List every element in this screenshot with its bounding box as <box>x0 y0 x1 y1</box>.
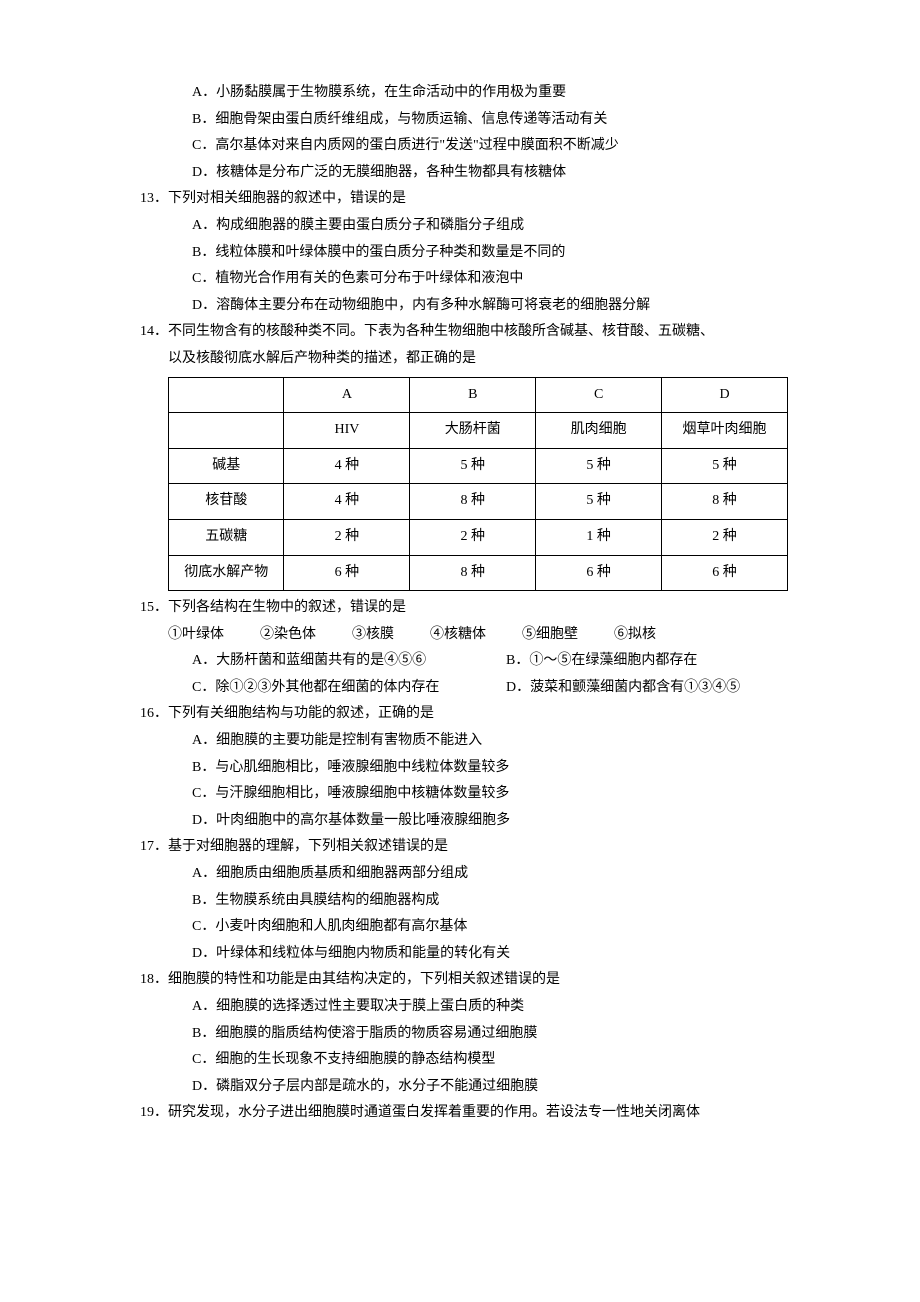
pre-option-c: C．高尔基体对来自内质网的蛋白质进行"发送"过程中膜面积不断减少 <box>140 133 820 160</box>
q15-option-a: A．大肠杆菌和蓝细菌共有的是④⑤⑥ <box>192 648 506 675</box>
table-cell: HIV <box>284 413 410 449</box>
circled-item: ②染色体 <box>260 622 316 649</box>
q18-option-b: B．细胞膜的脂质结构使溶于脂质的物质容易通过细胞膜 <box>140 1021 820 1048</box>
q18-option-c: C．细胞的生长现象不支持细胞膜的静态结构模型 <box>140 1047 820 1074</box>
q17-option-b: B．生物膜系统由具膜结构的细胞器构成 <box>140 888 820 915</box>
circled-item: ④核糖体 <box>430 622 486 649</box>
table-row: 五碳糖 2 种 2 种 1 种 2 种 <box>169 519 788 555</box>
pre-option-d: D．核糖体是分布广泛的无膜细胞器，各种生物都具有核糖体 <box>140 160 820 187</box>
table-cell: 肌肉细胞 <box>536 413 662 449</box>
q17-option-c: C．小麦叶肉细胞和人肌肉细胞都有高尔基体 <box>140 914 820 941</box>
table-row: 彻底水解产物 6 种 8 种 6 种 6 种 <box>169 555 788 591</box>
table-row: 碱基 4 种 5 种 5 种 5 种 <box>169 448 788 484</box>
q15-option-b: B．①～⑤在绿藻细胞内都存在 <box>506 648 820 675</box>
q18-stem: 18．细胞膜的特性和功能是由其结构决定的，下列相关叙述错误的是 <box>140 967 820 994</box>
q13-stem: 13．下列对相关细胞器的叙述中，错误的是 <box>140 186 820 213</box>
q19-stem: 19．研究发现，水分子进出细胞膜时通道蛋白发挥着重要的作用。若设法专一性地关闭离… <box>140 1100 820 1127</box>
q14-stem-line1: 14．不同生物含有的核酸种类不同。下表为各种生物细胞中核酸所含碱基、核苷酸、五碳… <box>140 319 820 346</box>
table-row: 核苷酸 4 种 8 种 5 种 8 种 <box>169 484 788 520</box>
circled-item: ③核膜 <box>352 622 394 649</box>
q13-option-c: C．植物光合作用有关的色素可分布于叶绿体和液泡中 <box>140 266 820 293</box>
table-cell: B <box>410 377 536 413</box>
table-cell: 1 种 <box>536 519 662 555</box>
pre-option-a: A．小肠黏膜属于生物膜系统，在生命活动中的作用极为重要 <box>140 80 820 107</box>
table-cell: 6 种 <box>284 555 410 591</box>
table-cell: A <box>284 377 410 413</box>
table-cell: 8 种 <box>410 555 536 591</box>
q14-table: A B C D HIV 大肠杆菌 肌肉细胞 烟草叶肉细胞 碱基 4 种 5 种 … <box>168 377 788 592</box>
table-cell: 6 种 <box>536 555 662 591</box>
table-cell: 4 种 <box>284 448 410 484</box>
table-cell: 核苷酸 <box>169 484 284 520</box>
circled-item: ⑥拟核 <box>614 622 656 649</box>
q13-option-d: D．溶酶体主要分布在动物细胞中，内有多种水解酶可将衰老的细胞器分解 <box>140 293 820 320</box>
pre-option-b: B．细胞骨架由蛋白质纤维组成，与物质运输、信息传递等活动有关 <box>140 107 820 134</box>
circled-item: ⑤细胞壁 <box>522 622 578 649</box>
table-cell: 碱基 <box>169 448 284 484</box>
table-cell <box>169 377 284 413</box>
table-cell: C <box>536 377 662 413</box>
q15-stem: 15．下列各结构在生物中的叙述，错误的是 <box>140 595 820 622</box>
q16-option-a: A．细胞膜的主要功能是控制有害物质不能进入 <box>140 728 820 755</box>
table-cell: 6 种 <box>662 555 788 591</box>
table-cell: 五碳糖 <box>169 519 284 555</box>
table-cell: 8 种 <box>662 484 788 520</box>
q15-circled-items: ①叶绿体 ②染色体 ③核膜 ④核糖体 ⑤细胞壁 ⑥拟核 <box>140 622 820 649</box>
circled-item: ①叶绿体 <box>168 622 224 649</box>
table-cell: 5 种 <box>536 484 662 520</box>
table-row: A B C D <box>169 377 788 413</box>
table-cell: D <box>662 377 788 413</box>
table-cell: 5 种 <box>662 448 788 484</box>
q17-option-d: D．叶绿体和线粒体与细胞内物质和能量的转化有关 <box>140 941 820 968</box>
q15-option-c: C．除①②③外其他都在细菌的体内存在 <box>192 675 506 702</box>
table-cell: 烟草叶肉细胞 <box>662 413 788 449</box>
table-row: HIV 大肠杆菌 肌肉细胞 烟草叶肉细胞 <box>169 413 788 449</box>
q16-stem: 16．下列有关细胞结构与功能的叙述，正确的是 <box>140 701 820 728</box>
q13-option-b: B．线粒体膜和叶绿体膜中的蛋白质分子种类和数量是不同的 <box>140 240 820 267</box>
table-cell: 4 种 <box>284 484 410 520</box>
q13-option-a: A．构成细胞器的膜主要由蛋白质分子和磷脂分子组成 <box>140 213 820 240</box>
table-cell: 2 种 <box>284 519 410 555</box>
q14-stem-line2: 以及核酸彻底水解后产物种类的描述，都正确的是 <box>140 346 820 373</box>
table-cell: 2 种 <box>662 519 788 555</box>
table-cell: 2 种 <box>410 519 536 555</box>
table-cell: 大肠杆菌 <box>410 413 536 449</box>
q18-option-a: A．细胞膜的选择透过性主要取决于膜上蛋白质的种类 <box>140 994 820 1021</box>
q17-stem: 17．基于对细胞器的理解，下列相关叙述错误的是 <box>140 834 820 861</box>
q15-option-d: D．菠菜和颤藻细菌内都含有①③④⑤ <box>506 675 820 702</box>
q17-option-a: A．细胞质由细胞质基质和细胞器两部分组成 <box>140 861 820 888</box>
q16-option-d: D．叶肉细胞中的高尔基体数量一般比唾液腺细胞多 <box>140 808 820 835</box>
table-cell <box>169 413 284 449</box>
q16-option-c: C．与汗腺细胞相比，唾液腺细胞中核糖体数量较多 <box>140 781 820 808</box>
q16-option-b: B．与心肌细胞相比，唾液腺细胞中线粒体数量较多 <box>140 755 820 782</box>
q18-option-d: D．磷脂双分子层内部是疏水的，水分子不能通过细胞膜 <box>140 1074 820 1101</box>
table-cell: 5 种 <box>536 448 662 484</box>
table-cell: 8 种 <box>410 484 536 520</box>
table-cell: 彻底水解产物 <box>169 555 284 591</box>
table-cell: 5 种 <box>410 448 536 484</box>
